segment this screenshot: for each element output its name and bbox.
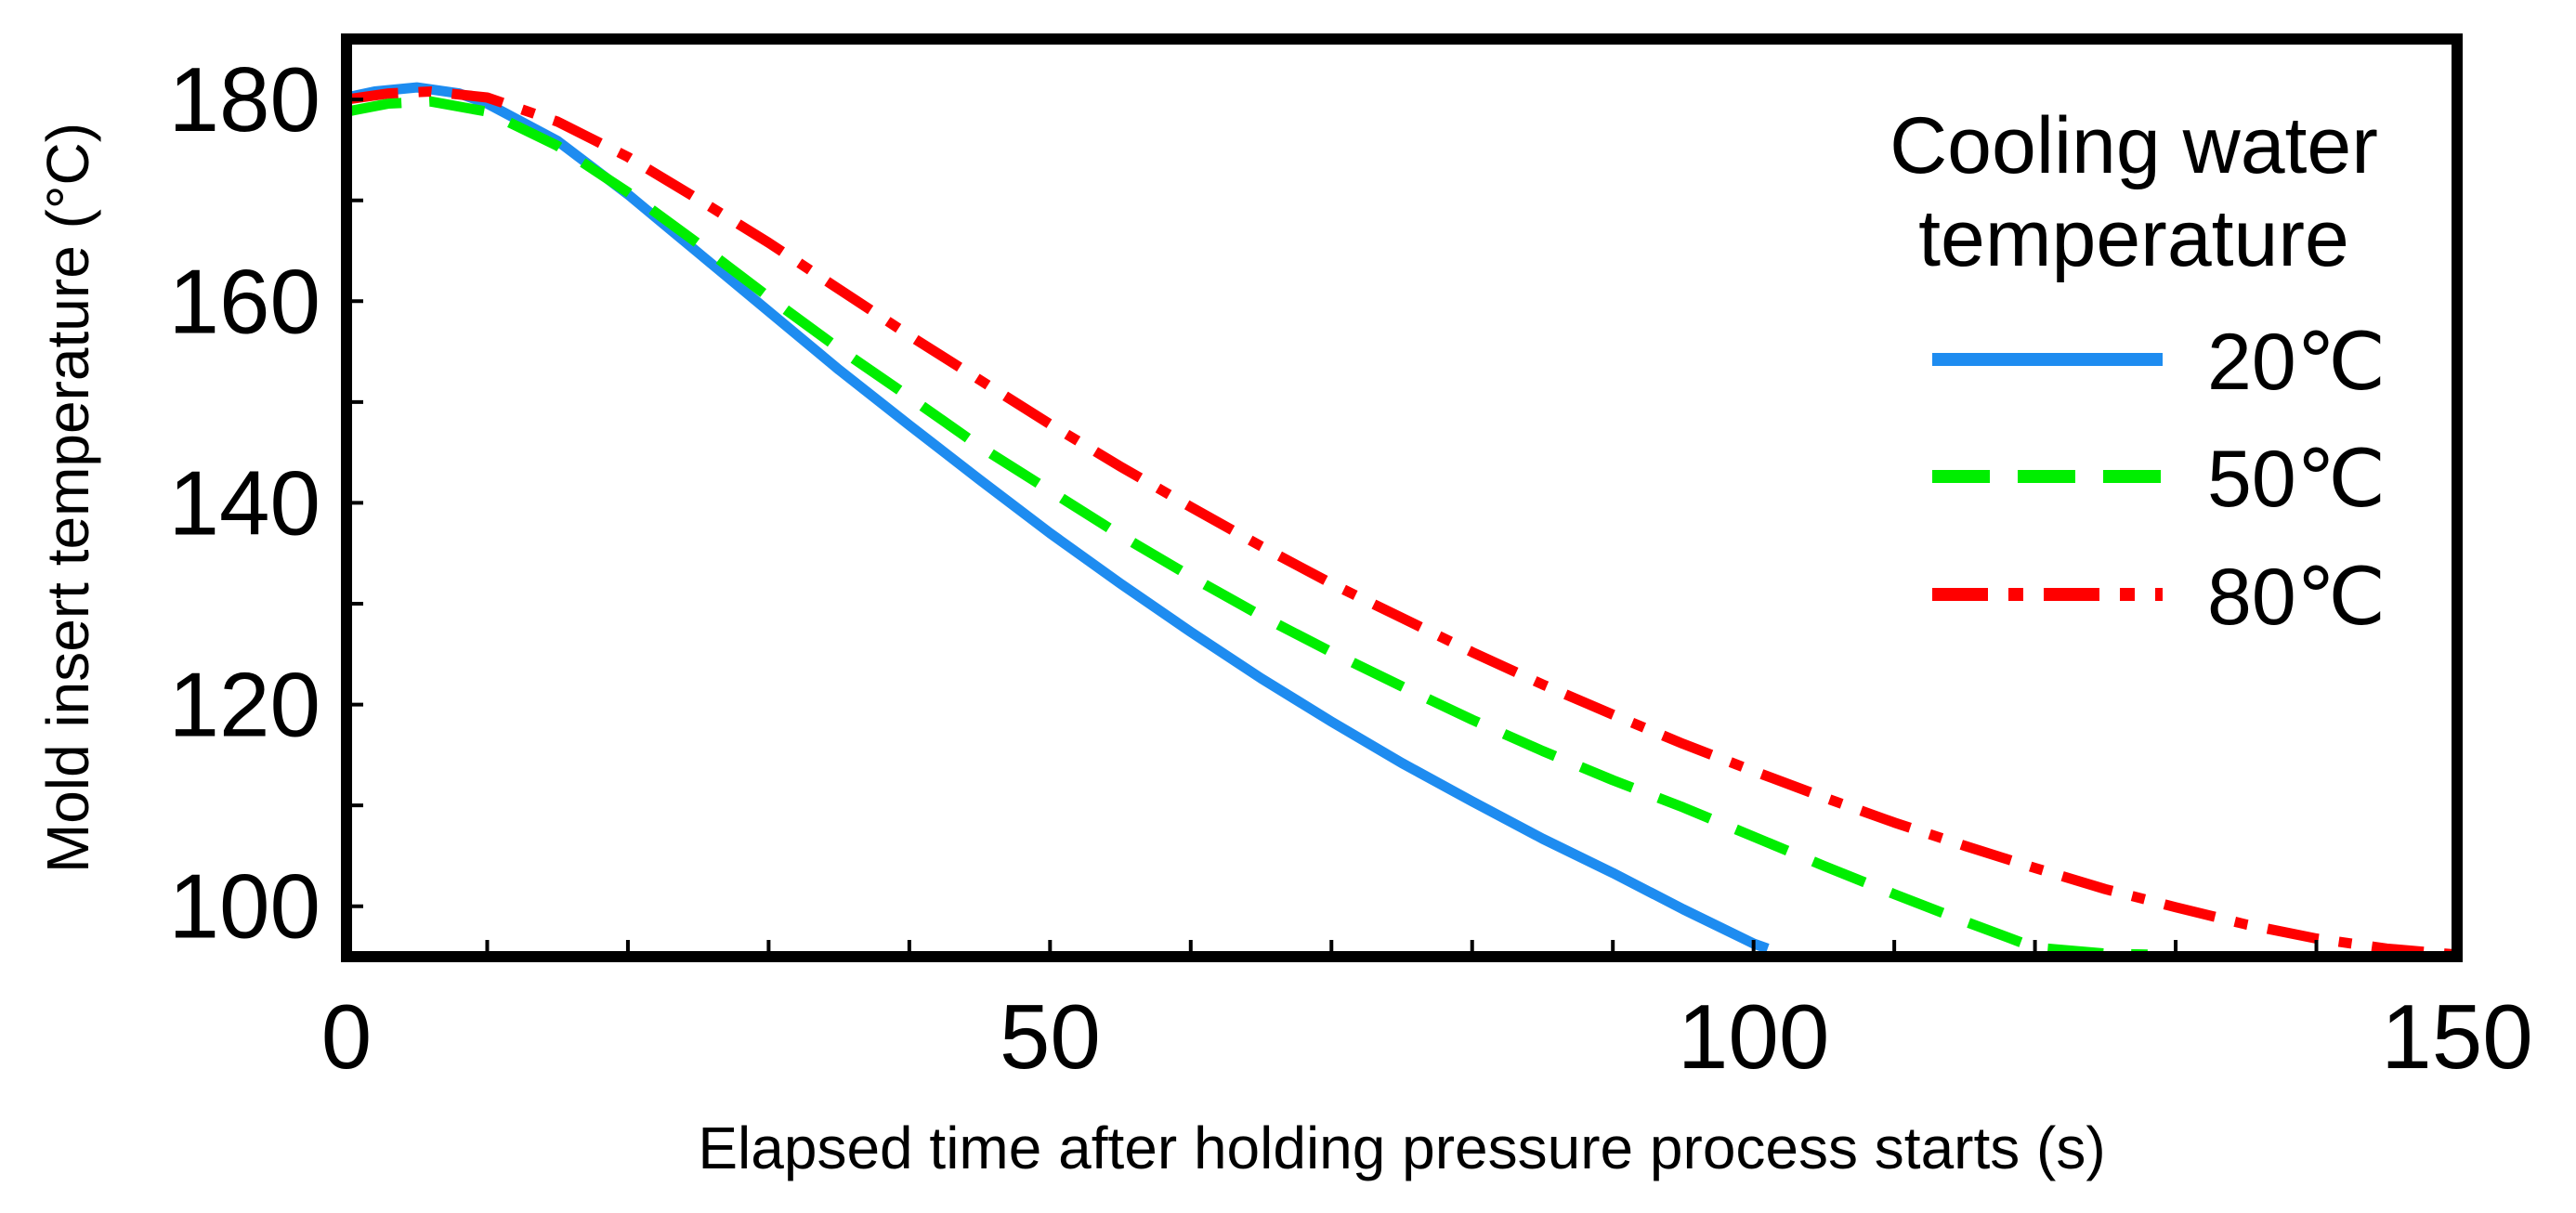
y-tick-labels: 100 120 140 160 180: [168, 48, 320, 958]
x-tick-label: 100: [1678, 985, 1830, 1088]
series-line-1: [347, 82, 1770, 954]
y-tick-label: 160: [168, 250, 320, 352]
legend: Cooling water temperature 20℃ 50℃ 80℃: [1890, 101, 2386, 642]
series-line-3: [347, 86, 2457, 957]
plot-frame: [341, 33, 2463, 962]
legend-label-3: 80℃: [2207, 553, 2386, 642]
series-line-2: [347, 96, 2148, 957]
plot-curves: [347, 82, 2457, 957]
y-axis-title: Mold insert temperature (°C): [34, 123, 101, 873]
x-tick-label: 0: [321, 985, 373, 1088]
x-tick-labels: 0 50 100 150: [321, 985, 2533, 1088]
legend-label-1: 20℃: [2207, 318, 2386, 407]
y-tick-label: 180: [168, 48, 320, 150]
legend-label-2: 50℃: [2207, 435, 2386, 524]
legend-title-line2: temperature: [1918, 194, 2349, 283]
y-tick-label: 120: [168, 654, 320, 756]
y-tick-label: 100: [168, 855, 320, 958]
legend-title-line1: Cooling water: [1890, 101, 2378, 190]
x-axis-title: Elapsed time after holding pressure proc…: [698, 1115, 2105, 1181]
y-tick-label: 140: [168, 451, 320, 554]
x-tick-label: 50: [1000, 985, 1101, 1088]
x-tick-label: 150: [2381, 985, 2533, 1088]
